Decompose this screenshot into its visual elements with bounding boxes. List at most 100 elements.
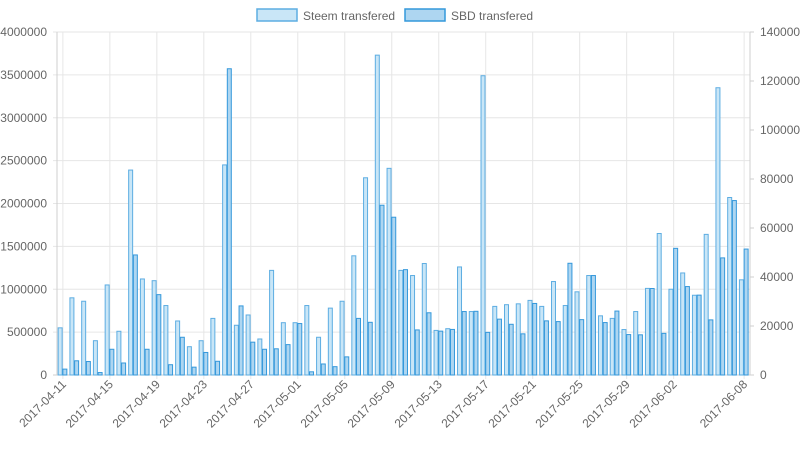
bar-steem	[445, 328, 451, 376]
y-right-tick-label: 60000	[760, 221, 794, 235]
bar-sbd	[485, 331, 491, 376]
bar-sbd	[379, 204, 385, 376]
bar-sbd	[543, 320, 549, 376]
bar-sbd	[449, 328, 455, 376]
bar-steem	[562, 305, 568, 376]
bar-steem	[198, 340, 204, 376]
bar-sbd	[191, 366, 197, 376]
bar-sbd	[614, 310, 620, 376]
x-tick-label: 2017-04-23	[157, 377, 211, 431]
bar-steem	[292, 322, 298, 376]
bar-sbd	[555, 321, 561, 376]
x-tick-label: 2017-05-17	[439, 377, 493, 431]
bar-steem	[480, 75, 486, 376]
bar-sbd	[356, 317, 362, 376]
x-tick-label: 2017-04-19	[110, 377, 164, 431]
bar-sbd	[109, 348, 115, 376]
bar-sbd	[203, 351, 209, 376]
y-right-tick-label: 100000	[760, 123, 800, 137]
bar-sbd	[74, 360, 80, 376]
bar-sbd	[426, 312, 432, 376]
bar-sbd	[532, 302, 538, 376]
bar-steem	[163, 305, 169, 376]
bar-steem	[621, 329, 627, 376]
bar-steem	[703, 233, 709, 376]
y-right-tick-label: 20000	[760, 319, 794, 333]
y-left-tick-label: 2500000	[0, 154, 47, 168]
bar-steem	[151, 280, 157, 376]
bar-steem	[327, 307, 333, 376]
bar-steem	[468, 311, 474, 376]
bar-steem	[738, 279, 744, 376]
y-right-tick-label: 140000	[760, 25, 800, 39]
bar-steem	[515, 303, 521, 376]
bar-sbd	[590, 275, 596, 376]
y-right-tick-label: 120000	[760, 74, 800, 88]
y-left-tick-label: 500000	[7, 325, 47, 339]
x-tick-label: 2017-04-11	[16, 377, 69, 430]
bar-steem	[374, 54, 380, 376]
y-right-tick-label: 0	[760, 368, 767, 382]
bar-sbd	[367, 321, 373, 376]
y-left-tick-label: 1000000	[0, 282, 47, 296]
bar-sbd	[661, 332, 667, 376]
bar-sbd	[344, 356, 350, 376]
legend[interactable]: Steem transfered SBD transfered	[256, 8, 533, 23]
bar-steem	[398, 269, 404, 376]
bar-sbd	[461, 311, 467, 376]
y-axis-left: 0 500000 1000000 1500000 2000000 2500000 30000…	[0, 25, 47, 382]
bar-sbd	[309, 371, 315, 376]
legend-swatch	[404, 8, 446, 22]
bar-sbd	[403, 269, 408, 376]
bar-sbd	[708, 319, 714, 376]
y-right-tick-label: 80000	[760, 172, 794, 186]
bar-sbd	[684, 286, 690, 376]
bar-steem	[128, 169, 134, 376]
bar-sbd	[85, 361, 91, 376]
y-right-tick-label: 40000	[760, 270, 794, 284]
bar-steem	[269, 269, 275, 376]
bar-sbd	[567, 262, 573, 376]
bar-steem	[656, 233, 662, 376]
x-tick-label: 2017-05-05	[298, 377, 352, 431]
bar-sbd	[649, 288, 655, 376]
bar-steem	[92, 340, 98, 376]
bar-steem	[316, 336, 322, 376]
bar-sbd	[132, 254, 138, 376]
bar-steem	[668, 288, 674, 376]
bar-sbd	[438, 330, 444, 376]
bar-steem	[280, 322, 286, 376]
bar-steem	[551, 281, 556, 376]
bar-steem	[363, 177, 369, 376]
bar-sbd	[215, 360, 221, 376]
bar-steem	[609, 317, 615, 376]
bar-sbd	[97, 372, 103, 376]
bar-steem	[727, 197, 733, 376]
bar-steem	[421, 263, 427, 376]
bar-steem	[81, 300, 87, 376]
bar-steem	[339, 300, 345, 376]
y-left-tick-label: 2000000	[0, 197, 47, 211]
x-tick-label: 2017-04-15	[63, 377, 117, 431]
legend-swatch	[256, 8, 298, 22]
bar-steem	[633, 311, 639, 376]
bar-steem	[257, 338, 263, 376]
x-tick-label: 2017-05-01	[251, 377, 305, 431]
bar-sbd	[696, 294, 702, 376]
bar-sbd	[626, 334, 632, 376]
bar-steem	[304, 305, 310, 376]
bar-steem	[210, 317, 216, 376]
bar-sbd	[731, 200, 737, 376]
bar-sbd	[297, 323, 303, 376]
bar-steem	[586, 275, 592, 376]
y-axis-right: 0 20000 40000 60000 80000 100000 120000 140000	[760, 25, 800, 382]
bar-steem	[410, 275, 416, 376]
bar-steem	[504, 304, 510, 376]
y-left-tick-label: 3500000	[0, 68, 47, 82]
y-left-tick-label: 3000000	[0, 111, 47, 125]
bar-sbd	[226, 68, 232, 376]
bar-sbd	[637, 334, 643, 376]
bar-sbd	[144, 348, 150, 376]
bar-steem	[691, 294, 697, 376]
